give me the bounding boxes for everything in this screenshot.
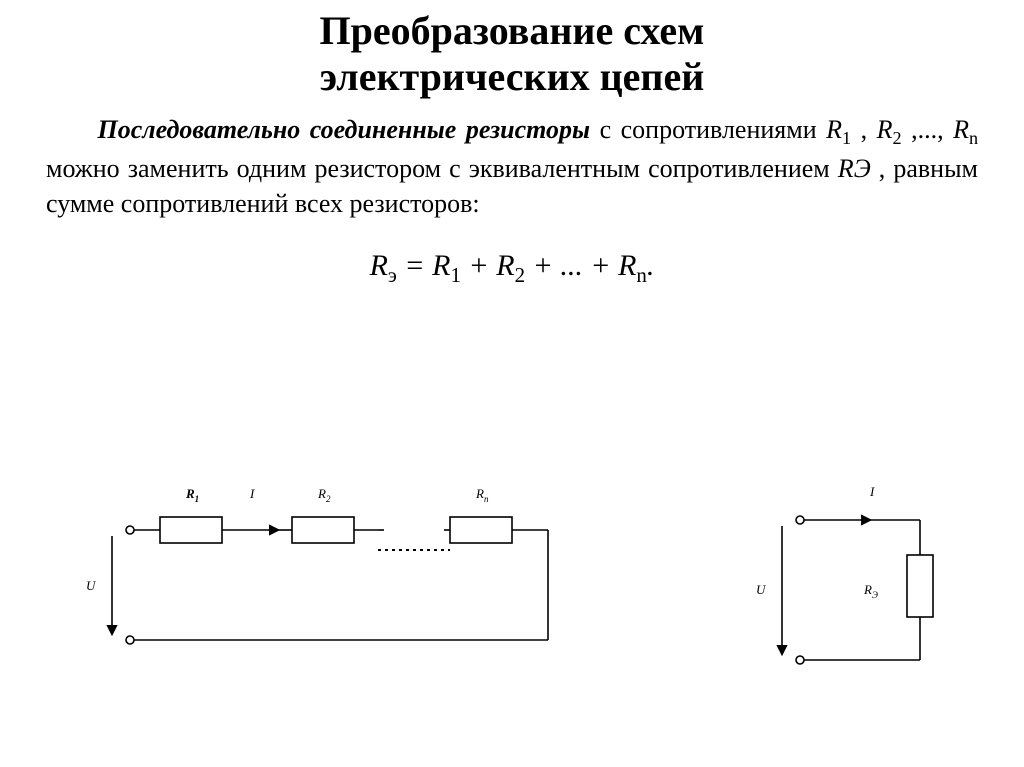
resistor-r2 bbox=[292, 517, 354, 543]
lead-phrase: Последовательно соединенные резисторы bbox=[98, 115, 591, 144]
r2: R2 bbox=[877, 115, 902, 144]
paragraph: Последовательно соединенные резисторы с … bbox=[0, 100, 1024, 221]
equivalent-circuit: I U RЭ bbox=[756, 484, 933, 664]
terminal-top bbox=[796, 516, 804, 524]
label-re: RЭ bbox=[863, 582, 878, 600]
label-i: I bbox=[249, 486, 255, 501]
text: с сопротивлениями bbox=[600, 115, 827, 144]
label-u: U bbox=[86, 578, 97, 593]
title-line-1: Преобразование схем bbox=[320, 8, 705, 53]
label-i: I bbox=[869, 484, 875, 499]
re: RЭ bbox=[838, 154, 871, 183]
label-rn: Rn bbox=[475, 486, 489, 504]
series-circuit: R1 I R2 Rn U bbox=[86, 486, 548, 644]
resistor-rn bbox=[450, 517, 512, 543]
terminal-bottom bbox=[126, 636, 134, 644]
resistor-re bbox=[907, 555, 933, 617]
label-u: U bbox=[756, 582, 767, 597]
slide-title: Преобразование схем электрических цепей bbox=[0, 0, 1024, 100]
terminal-top bbox=[126, 526, 134, 534]
terminal-bottom bbox=[796, 656, 804, 664]
formula: Rэ = R1 + R2 + ... + Rn. bbox=[0, 249, 1024, 288]
text: , bbox=[861, 115, 877, 144]
text: ,..., bbox=[911, 115, 953, 144]
r1: R1 bbox=[826, 115, 851, 144]
resistor-r1 bbox=[160, 517, 222, 543]
label-r1: R1 bbox=[185, 486, 199, 504]
rn: Rn bbox=[953, 115, 978, 144]
circuit-diagrams: R1 I R2 Rn U bbox=[0, 460, 1024, 740]
label-r2: R2 bbox=[317, 486, 331, 504]
text: можно заменить одним резистором с эквива… bbox=[46, 154, 838, 183]
title-line-2: электрических цепей bbox=[320, 54, 705, 99]
